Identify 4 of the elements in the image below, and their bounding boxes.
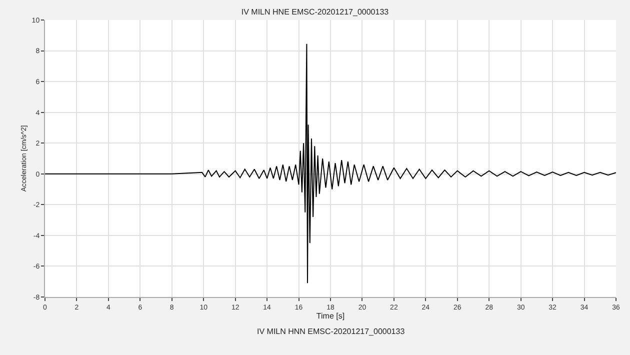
x-axis-title: Time [s] [316,312,345,320]
line-series [45,43,616,284]
chart-title: IV MILN HNE EMSC-20201217_0000133 [241,7,390,16]
text: IV MILN HNN EMSC-20201217_0000133 [257,327,406,336]
